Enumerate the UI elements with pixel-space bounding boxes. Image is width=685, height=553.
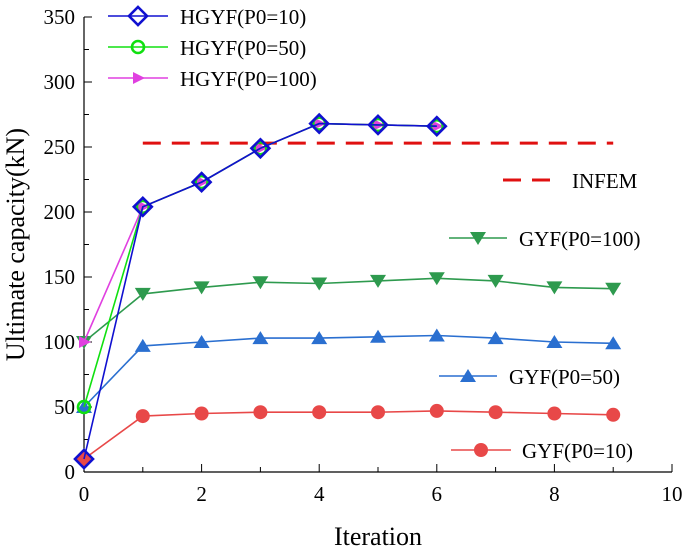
annotation-marker xyxy=(470,232,486,245)
y-tick-label: 350 xyxy=(44,5,76,29)
annotation-marker xyxy=(474,443,488,457)
y-tick-label: 300 xyxy=(44,70,76,94)
data-point-gyf-p0-100 xyxy=(193,281,210,295)
y-tick-label: 100 xyxy=(44,330,76,354)
data-point-gyf-p0-10 xyxy=(135,409,150,424)
data-point-hgyf-p0-100 xyxy=(79,336,91,348)
annotation-gyf-p0-50: GYF(P0=50) xyxy=(439,365,620,389)
data-point-hgyf-p0-10 xyxy=(425,115,448,138)
series-gyf-p0-100 xyxy=(76,272,622,349)
annotation-gyf-p0-10: GYF(P0=10) xyxy=(451,439,633,463)
data-point-gyf-p0-10 xyxy=(547,406,562,421)
data-point-gyf-p0-50 xyxy=(605,336,622,350)
annotation-label: INFEM xyxy=(572,169,638,193)
data-point-gyf-p0-50 xyxy=(193,335,210,348)
x-tick-label: 6 xyxy=(432,482,443,506)
data-point-gyf-p0-10 xyxy=(253,405,268,420)
data-point-hgyf-p0-10 xyxy=(131,195,154,218)
y-tick-label: 0 xyxy=(65,460,76,484)
data-point-hgyf-p0-10 xyxy=(73,448,95,470)
annotation-group: INFEM GYF(P0=100) GYF(P0=50) GYF(P0=10) xyxy=(439,169,641,463)
data-point-gyf-p0-50 xyxy=(487,331,504,345)
data-point-hgyf-p0-10 xyxy=(367,114,389,136)
series-line-hgyf-p0-50 xyxy=(83,122,437,408)
annotation-label: GYF(P0=50) xyxy=(509,365,620,389)
data-point-hgyf-p0-100 xyxy=(431,120,444,133)
series-gyf-p0-10 xyxy=(77,403,621,466)
y-axis-title: Ultimate capacity(kN) xyxy=(1,128,30,361)
series-hgyf-p0-50 xyxy=(76,116,445,415)
x-tick-label: 4 xyxy=(314,482,325,506)
data-point-gyf-p0-100 xyxy=(134,287,151,301)
series-line-gyf-p0-10 xyxy=(83,410,614,460)
series-hgyf-p0-100 xyxy=(79,117,444,348)
series-group xyxy=(73,112,622,470)
legend-label: HGYF(P0=10) xyxy=(180,5,306,29)
legend-item-hgyf-p0-100: HGYF(P0=100) xyxy=(108,67,317,91)
x-tick-label: 8 xyxy=(549,482,560,506)
series-line-hgyf-p0-10 xyxy=(83,122,437,460)
data-point-gyf-p0-10 xyxy=(606,407,621,422)
annotation-marker xyxy=(460,369,476,382)
legend-marker xyxy=(127,5,149,27)
data-point-gyf-p0-50 xyxy=(252,331,269,345)
data-point-gyf-p0-50 xyxy=(546,335,563,348)
data-point-hgyf-p0-50 xyxy=(253,141,268,156)
data-point-gyf-p0-10 xyxy=(312,405,327,420)
data-point-gyf-p0-50 xyxy=(311,331,328,345)
data-point-gyf-p0-50 xyxy=(428,328,445,342)
x-tick-label: 10 xyxy=(662,482,683,506)
legend-label: HGYF(P0=100) xyxy=(180,67,317,91)
legend-marker xyxy=(130,39,146,55)
data-point-gyf-p0-50 xyxy=(370,329,386,343)
data-point-gyf-p0-10 xyxy=(371,405,385,420)
data-point-hgyf-p0-10 xyxy=(249,137,272,160)
annotation-label: GYF(P0=10) xyxy=(522,439,633,463)
data-point-gyf-p0-10 xyxy=(429,403,444,418)
annotation-label: GYF(P0=100) xyxy=(519,227,641,251)
data-point-gyf-p0-100 xyxy=(252,276,269,290)
annotation-gyf-p0-100: GYF(P0=100) xyxy=(449,227,641,251)
data-point-gyf-p0-100 xyxy=(428,272,445,286)
data-point-gyf-p0-50 xyxy=(134,338,151,352)
axes-group: 0 2 4 6 8 10050100150200250300350IterationUlt… xyxy=(1,5,683,551)
data-point-gyf-p0-100 xyxy=(311,277,328,291)
legend-item-hgyf-p0-10: HGYF(P0=10) xyxy=(108,5,306,29)
data-point-hgyf-p0-50 xyxy=(135,199,151,215)
y-tick-label: 200 xyxy=(44,200,76,224)
x-tick-label: 0 xyxy=(79,482,90,506)
series-line-gyf-p0-50 xyxy=(83,334,614,408)
legend-group: HGYF(P0=10) HGYF(P0=50) HGYF(P0=100) xyxy=(108,5,317,91)
data-point-gyf-p0-100 xyxy=(370,274,386,288)
data-point-gyf-p0-10 xyxy=(194,406,209,421)
series-line-gyf-p0-100 xyxy=(83,277,614,343)
y-tick-label: 50 xyxy=(54,395,75,419)
data-point-hgyf-p0-50 xyxy=(76,399,92,415)
annotation-infem: INFEM xyxy=(503,169,638,193)
data-point-gyf-p0-100 xyxy=(605,282,622,296)
y-tick-label: 250 xyxy=(44,135,76,159)
data-point-gyf-p0-100 xyxy=(546,281,563,295)
data-point-hgyf-p0-50 xyxy=(194,174,209,190)
series-hgyf-p0-10 xyxy=(73,112,448,470)
x-tick-label: 2 xyxy=(196,482,207,506)
data-point-gyf-p0-10 xyxy=(488,405,503,420)
data-point-hgyf-p0-10 xyxy=(190,171,213,193)
x-axis-title: Iteration xyxy=(334,522,422,551)
legend-item-hgyf-p0-50: HGYF(P0=50) xyxy=(108,36,306,60)
legend-marker xyxy=(133,72,145,84)
data-point-gyf-p0-100 xyxy=(487,274,504,288)
legend-label: HGYF(P0=50) xyxy=(180,36,306,60)
y-tick-label: 150 xyxy=(44,265,76,289)
data-point-hgyf-p0-10 xyxy=(308,112,331,135)
